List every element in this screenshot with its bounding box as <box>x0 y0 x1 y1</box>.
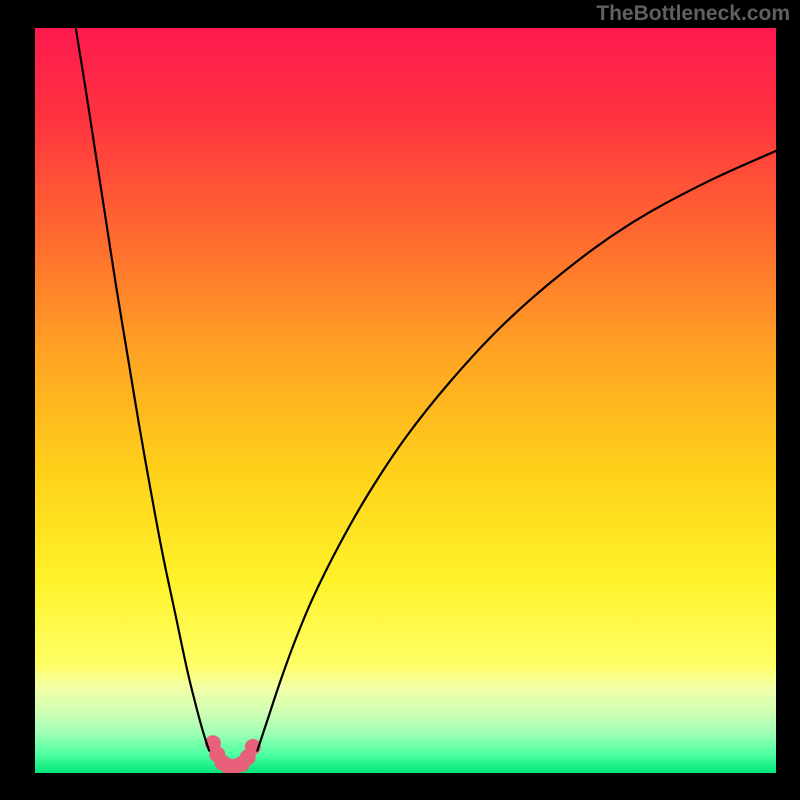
right-branch-curve <box>257 151 776 751</box>
plot-area <box>35 28 776 773</box>
watermark-text: TheBottleneck.com <box>596 2 790 26</box>
left-branch-curve <box>76 28 209 751</box>
chart-container: TheBottleneck.com <box>0 0 800 800</box>
curves-svg <box>35 28 776 773</box>
